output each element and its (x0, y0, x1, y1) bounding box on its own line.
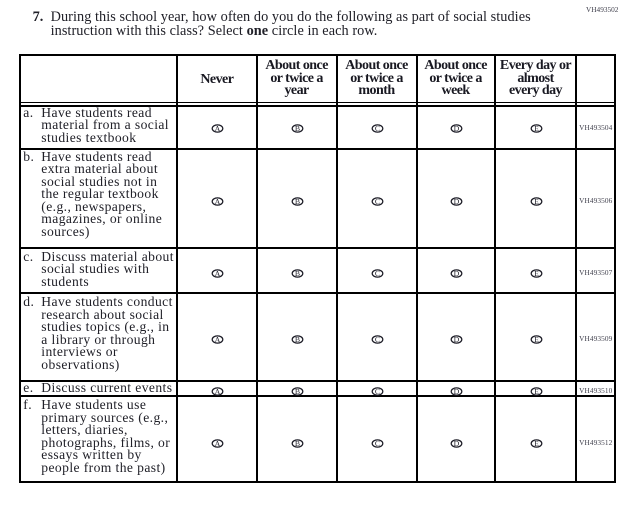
svg-text:C: C (375, 197, 380, 206)
svg-text:E: E (534, 124, 539, 133)
svg-text:E: E (534, 439, 539, 448)
svg-text:C: C (375, 387, 380, 396)
svg-text:B: B (295, 124, 300, 133)
svg-text:A: A (215, 269, 221, 278)
svg-text:B: B (295, 439, 300, 448)
svg-text:D: D (454, 197, 460, 206)
svg-text:A: A (215, 387, 221, 396)
svg-text:B: B (295, 269, 300, 278)
svg-text:C: C (375, 124, 380, 133)
svg-text:E: E (534, 387, 539, 396)
svg-text:E: E (534, 335, 539, 344)
svg-text:B: B (295, 387, 300, 396)
svg-text:A: A (215, 439, 221, 448)
svg-text:E: E (534, 269, 539, 278)
svg-text:C: C (375, 269, 380, 278)
svg-text:D: D (454, 439, 460, 448)
svg-text:C: C (375, 335, 380, 344)
svg-text:E: E (534, 197, 539, 206)
svg-text:D: D (454, 269, 460, 278)
svg-text:D: D (454, 124, 460, 133)
svg-text:B: B (295, 197, 300, 206)
svg-text:C: C (375, 439, 380, 448)
svg-text:D: D (454, 335, 460, 344)
svg-text:A: A (215, 197, 221, 206)
svg-text:A: A (215, 124, 221, 133)
svg-text:D: D (454, 387, 460, 396)
svg-text:B: B (295, 335, 300, 344)
svg-text:A: A (215, 335, 221, 344)
